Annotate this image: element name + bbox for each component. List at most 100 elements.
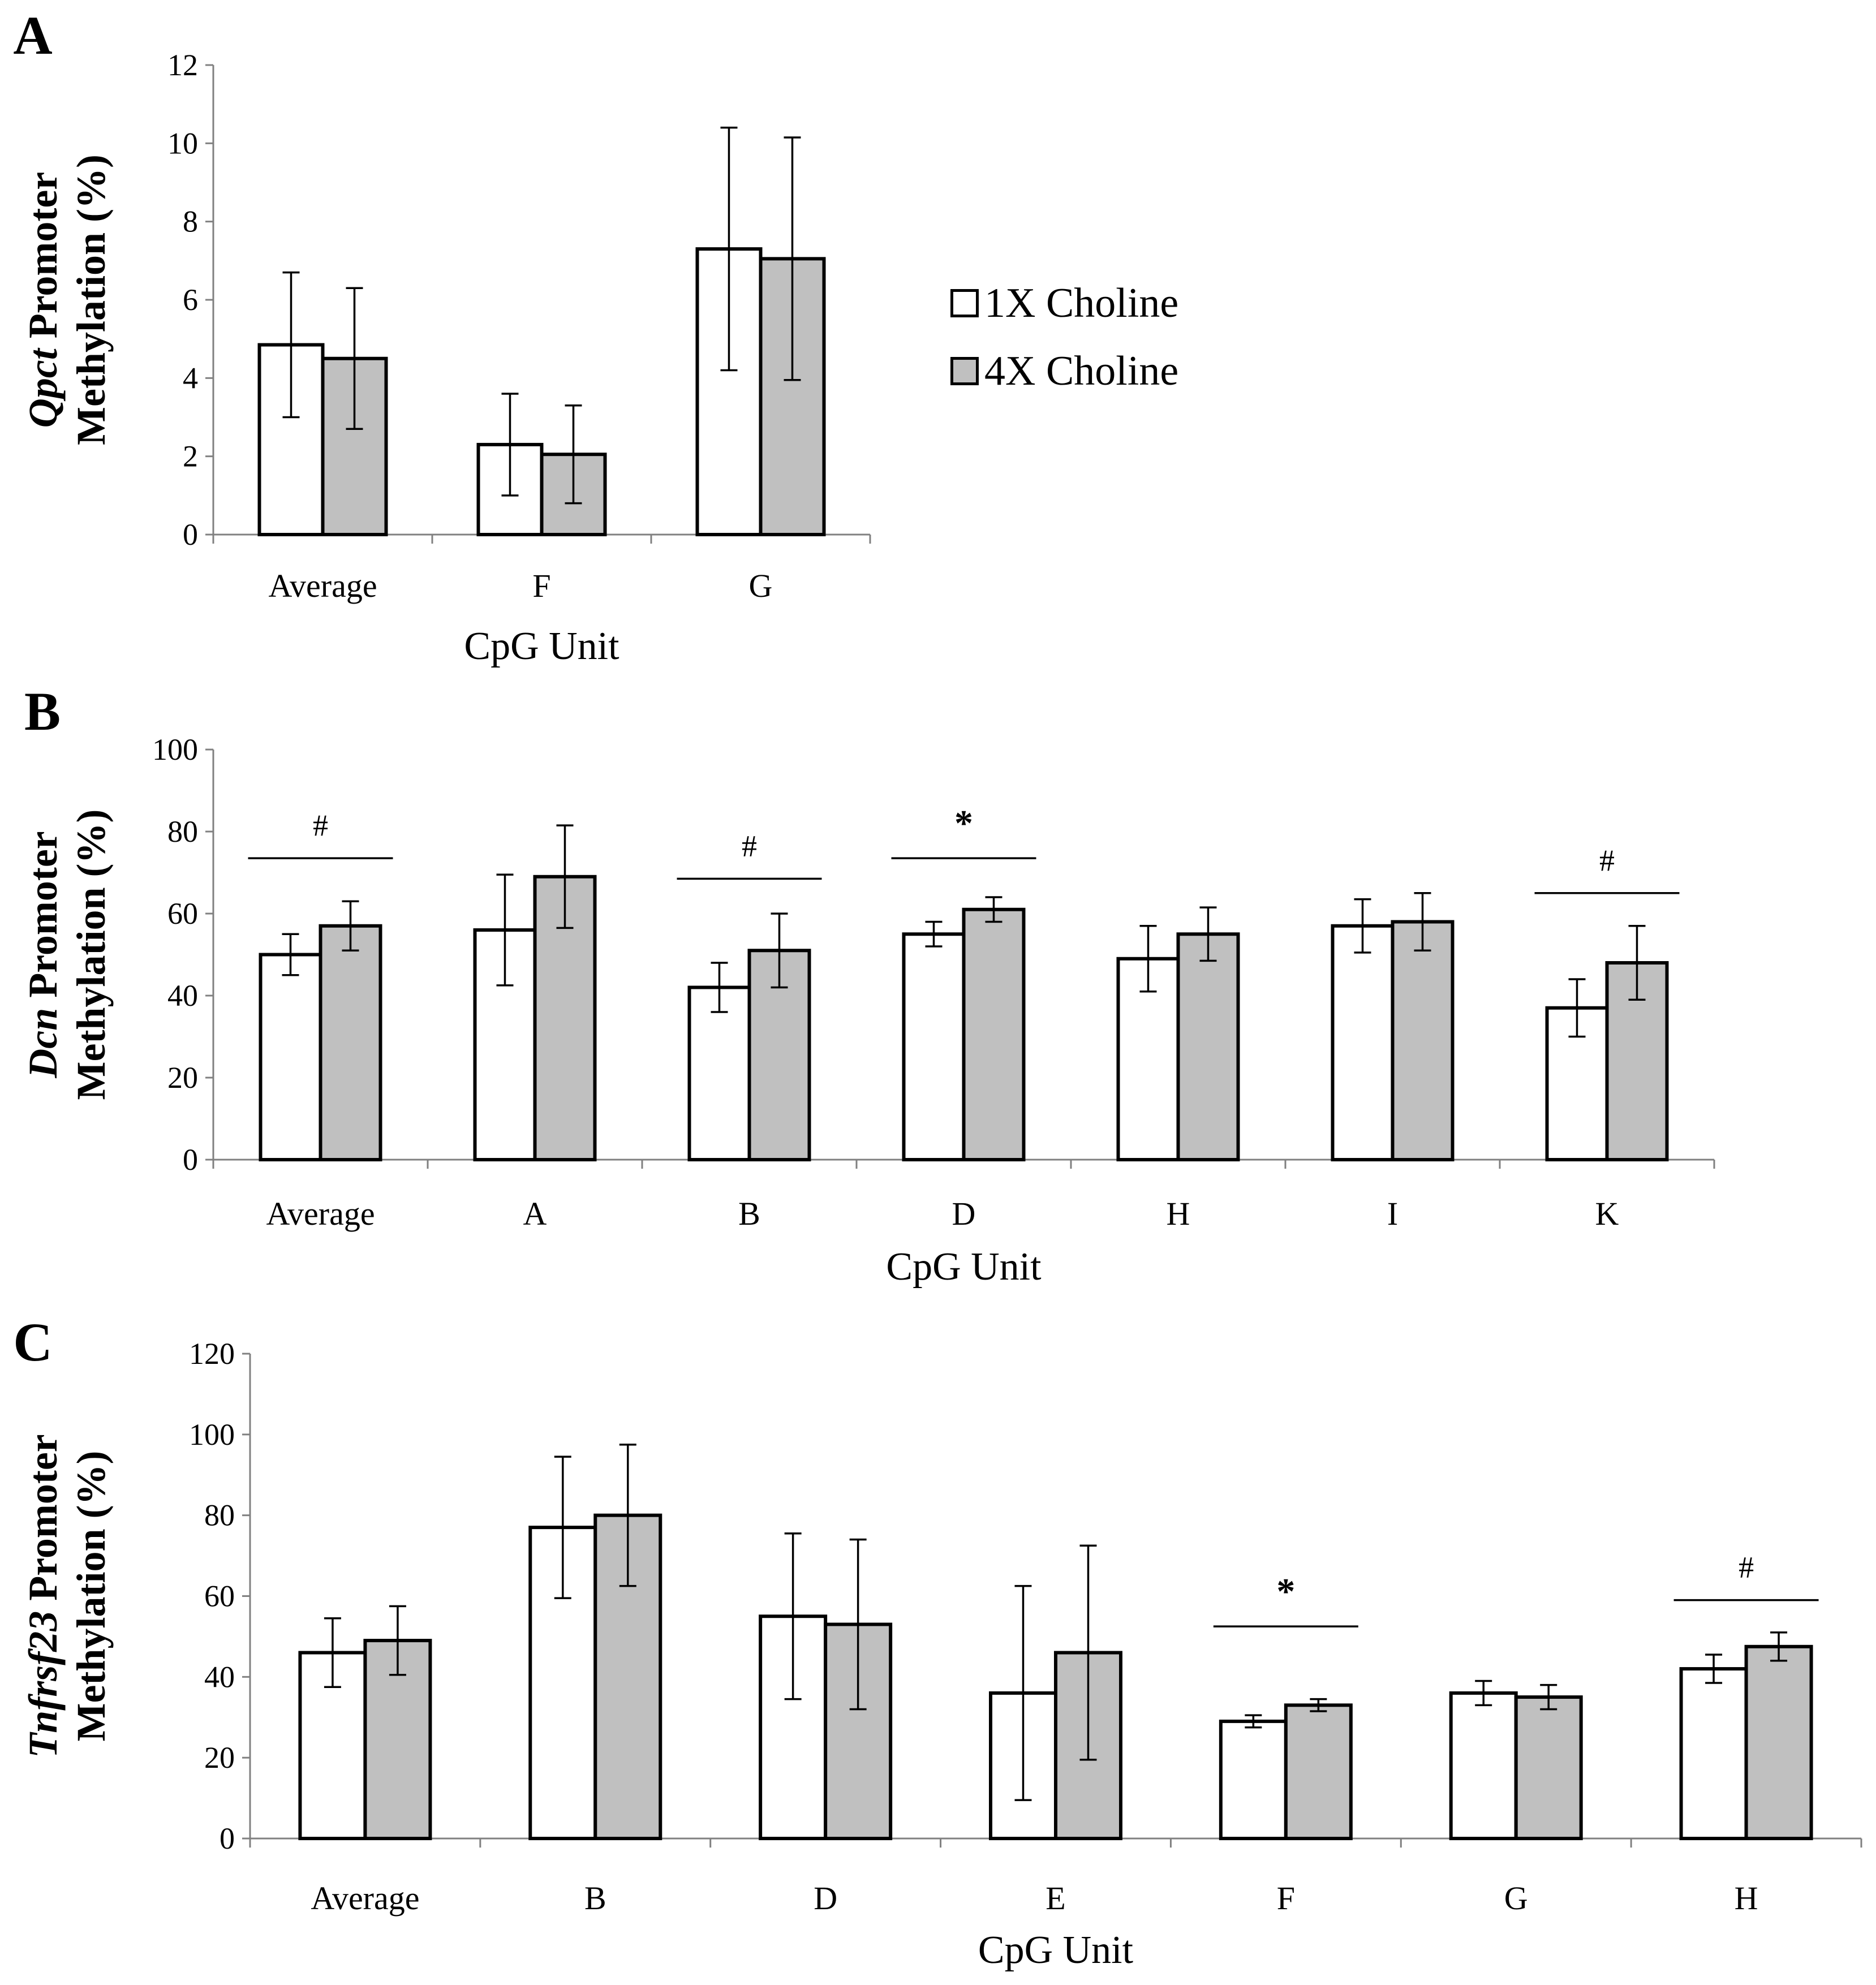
panel-c-y-tick-label: 80: [204, 1499, 235, 1532]
legend-swatch-1x-choline: [950, 289, 979, 317]
panel-a-error-bar-1x-choline-f: [501, 393, 519, 497]
panel-b-error-bar-4x-choline-b: [771, 912, 788, 989]
panel-c-error-bar-1x-choline-b: [554, 1456, 571, 1599]
panel-c-error-bar-1x-choline-d: [784, 1532, 802, 1700]
panel-b-y-tick-label: 100: [152, 733, 198, 767]
panel-a: A 0 2 4 6 8 10 12 Average F G CpG Unit Qpct Promoter…: [13, 5, 871, 668]
panel-b: B 0 20 40 60 80 100 Average A B D H I K # # * # CpG Unit Dc…: [20, 681, 1715, 1289]
panel-b-bar-4x-choline-i: [1391, 920, 1455, 1161]
panel-b-error-bar-4x-choline-h: [1199, 906, 1217, 962]
panel-c-error-bar-1x-choline-e: [1014, 1584, 1032, 1801]
panel-c-bar-1x-choline-h: [1679, 1667, 1748, 1841]
panel-c-category-label-e: E: [1045, 1880, 1065, 1917]
panel-c-y-axis-title-line2: Methylation (%): [68, 1451, 114, 1742]
panel-c-y-tick-label: 0: [220, 1822, 235, 1855]
panel-c-error-bar-4x-choline-d: [849, 1538, 867, 1711]
panel-c-significance-symbol-f: *: [1276, 1571, 1295, 1612]
panel-b-bar-4x-choline-d: [962, 907, 1026, 1161]
panel-b-y-tick-label: 80: [167, 815, 198, 849]
panel-b-category-label-h: H: [1167, 1195, 1190, 1232]
panel-b-bar-4x-choline-average: [319, 924, 382, 1161]
panel-c-significance-symbol-h: #: [1739, 1551, 1754, 1584]
panel-b-significance-symbol-average: #: [313, 808, 328, 842]
panel-c-label: C: [13, 1312, 52, 1372]
panel-c-bar-4x-choline-h: [1744, 1644, 1813, 1840]
panel-b-category-label-a: A: [523, 1195, 547, 1232]
panel-b-bar-4x-choline-h: [1176, 932, 1240, 1161]
panel-b-error-bar-1x-choline-b: [711, 962, 728, 1013]
panel-a-error-bar-1x-choline-average: [282, 271, 300, 419]
panel-c-error-bar-4x-choline-f: [1310, 1698, 1327, 1712]
panel-b-label: B: [24, 681, 61, 742]
panel-b-y-axis-title-line1: Dcn Promoter: [20, 831, 66, 1079]
legend-swatch-4x-choline: [950, 357, 979, 385]
panel-c-y-tick-label: 20: [204, 1741, 235, 1775]
panel-a-category-label-f: F: [532, 567, 550, 604]
panel-a-y-tick-label: 2: [183, 440, 198, 473]
panel-c-error-bar-4x-choline-e: [1079, 1544, 1097, 1761]
panel-c-x-axis-title: CpG Unit: [978, 1928, 1134, 1972]
panel-c-error-bar-4x-choline-g: [1540, 1683, 1557, 1711]
panel-b-error-bar-1x-choline-average: [282, 933, 299, 976]
panel-b-y-tick-label: 60: [167, 897, 198, 931]
panel-a-error-bar-4x-choline-f: [565, 404, 582, 505]
panel-c-error-bar-1x-choline-f: [1245, 1714, 1262, 1729]
panel-c-category-label-f: F: [1277, 1880, 1295, 1917]
panel-b-x-axis-title: CpG Unit: [886, 1245, 1042, 1289]
panel-c-category-label-d: D: [814, 1880, 837, 1917]
legend-item-4x-choline: 4X Choline: [950, 348, 1178, 394]
panel-c-error-bar-4x-choline-average: [389, 1605, 406, 1676]
panel-c-category-label-b: B: [584, 1880, 606, 1917]
panel-c-error-bar-4x-choline-h: [1770, 1631, 1788, 1662]
panel-b-error-bar-4x-choline-average: [342, 900, 359, 951]
panel-a-label: A: [13, 5, 52, 66]
panel-b-category-label-average: Average: [266, 1195, 375, 1232]
panel-c-y-tick-label: 120: [189, 1337, 235, 1371]
panel-b-error-bar-1x-choline-a: [496, 873, 514, 987]
panel-a-y-tick-label: 10: [167, 126, 198, 160]
panel-a-y-tick-label: 4: [183, 361, 198, 395]
panel-b-error-bar-1x-choline-d: [925, 920, 943, 948]
panel-b-category-label-b: B: [738, 1195, 760, 1232]
panel-b-error-bar-1x-choline-h: [1139, 925, 1157, 993]
panel-b-bar-1x-choline-i: [1331, 924, 1395, 1161]
panel-c-category-label-average: Average: [311, 1880, 419, 1917]
panel-c-error-bar-4x-choline-b: [619, 1443, 636, 1587]
panel-a-y-axis-title-line2: Methylation (%): [68, 154, 114, 445]
panel-c: C 0 20 40 60 80 100 120 Average B D E F G H * # CpG Unit T…: [13, 1312, 1862, 1972]
panel-a-y-tick-label: 12: [167, 48, 198, 82]
panel-b-error-bar-4x-choline-k: [1628, 925, 1646, 1001]
panel-b-significance-symbol-b: #: [742, 829, 757, 863]
panel-a-error-bar-4x-choline-average: [346, 287, 363, 430]
panel-b-y-axis-title-line2: Methylation (%): [68, 809, 114, 1100]
panel-b-y-tick-label: 0: [183, 1143, 198, 1177]
panel-c-error-bar-1x-choline-g: [1475, 1680, 1492, 1707]
panel-c-category-label-g: G: [1504, 1880, 1528, 1917]
panel-c-y-axis-title-line1: Tnfrsf23 Promoter: [20, 1434, 66, 1758]
panel-a-y-tick-label: 6: [183, 283, 198, 317]
panel-a-x-axis-title: CpG Unit: [464, 625, 619, 668]
panel-c-bar-1x-choline-g: [1449, 1691, 1518, 1840]
panel-b-significance-symbol-d: *: [954, 803, 973, 844]
panel-b-y-tick-label: 40: [167, 979, 198, 1013]
panel-b-significance-symbol-k: #: [1599, 843, 1615, 877]
panel-a-category-label-average: Average: [268, 567, 377, 604]
panel-b-bar-1x-choline-d: [902, 932, 966, 1161]
panel-b-error-bar-4x-choline-d: [985, 896, 1002, 923]
panel-c-bar-4x-choline-g: [1514, 1695, 1583, 1841]
panel-b-y-tick-label: 20: [167, 1061, 198, 1095]
panel-b-bar-1x-choline-average: [259, 953, 322, 1161]
legend-label-4x-choline: 4X Choline: [984, 347, 1179, 394]
panel-b-error-bar-4x-choline-a: [556, 824, 574, 929]
panel-b-category-label-i: I: [1387, 1195, 1398, 1232]
panel-b-error-bar-1x-choline-i: [1354, 898, 1371, 954]
panel-b-category-label-d: D: [952, 1195, 976, 1232]
panel-b-bar-1x-choline-b: [687, 985, 751, 1161]
panel-a-y-axis-title-line1: Qpct Promoter: [20, 172, 66, 428]
panel-c-y-tick-label: 100: [189, 1418, 235, 1452]
panel-c-bar-1x-choline-f: [1219, 1719, 1288, 1840]
panel-b-category-label-k: K: [1595, 1195, 1619, 1232]
panel-c-category-label-h: H: [1735, 1880, 1758, 1917]
panel-c-error-bar-1x-choline-h: [1705, 1654, 1723, 1684]
